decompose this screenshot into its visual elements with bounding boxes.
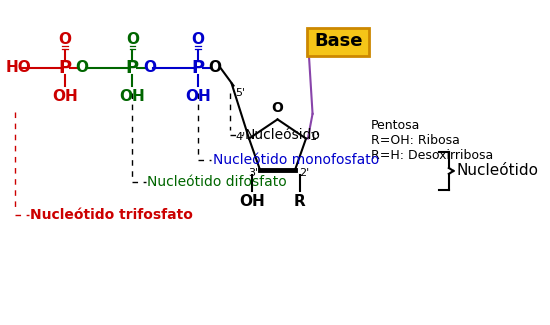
Text: 3': 3' xyxy=(248,168,258,177)
Text: P: P xyxy=(191,59,205,77)
Text: O: O xyxy=(272,101,283,115)
Text: OH: OH xyxy=(119,89,145,104)
Text: 5': 5' xyxy=(235,88,245,97)
Text: O: O xyxy=(58,32,72,47)
Text: O: O xyxy=(191,32,205,47)
Text: O: O xyxy=(208,60,221,75)
Text: 1': 1' xyxy=(310,132,320,142)
Text: P: P xyxy=(126,59,139,77)
Text: Nucleósido: Nucleósido xyxy=(245,128,321,142)
Text: OH: OH xyxy=(52,89,78,104)
Text: 2': 2' xyxy=(299,168,309,177)
Text: R: R xyxy=(294,194,306,209)
Text: O: O xyxy=(143,60,156,75)
Text: Pentosa: Pentosa xyxy=(371,119,421,132)
Text: Nucleótido monofosfato: Nucleótido monofosfato xyxy=(213,153,379,167)
Text: OH: OH xyxy=(185,89,211,104)
Text: R=H: Desoxirribosa: R=H: Desoxirribosa xyxy=(371,149,493,162)
Text: 4': 4' xyxy=(235,132,245,142)
Text: Base: Base xyxy=(314,32,362,50)
Text: Nucleótido trifosfato: Nucleótido trifosfato xyxy=(30,208,193,222)
Text: HO: HO xyxy=(6,60,32,75)
Text: R=OH: Ribosa: R=OH: Ribosa xyxy=(371,134,460,147)
FancyBboxPatch shape xyxy=(307,28,369,56)
Text: P: P xyxy=(58,59,72,77)
Text: Nucleótido difosfato: Nucleótido difosfato xyxy=(147,175,287,189)
Text: O: O xyxy=(126,32,139,47)
Text: O: O xyxy=(75,60,89,75)
Text: Nucleótido: Nucleótido xyxy=(456,163,538,178)
Text: OH: OH xyxy=(240,194,265,209)
